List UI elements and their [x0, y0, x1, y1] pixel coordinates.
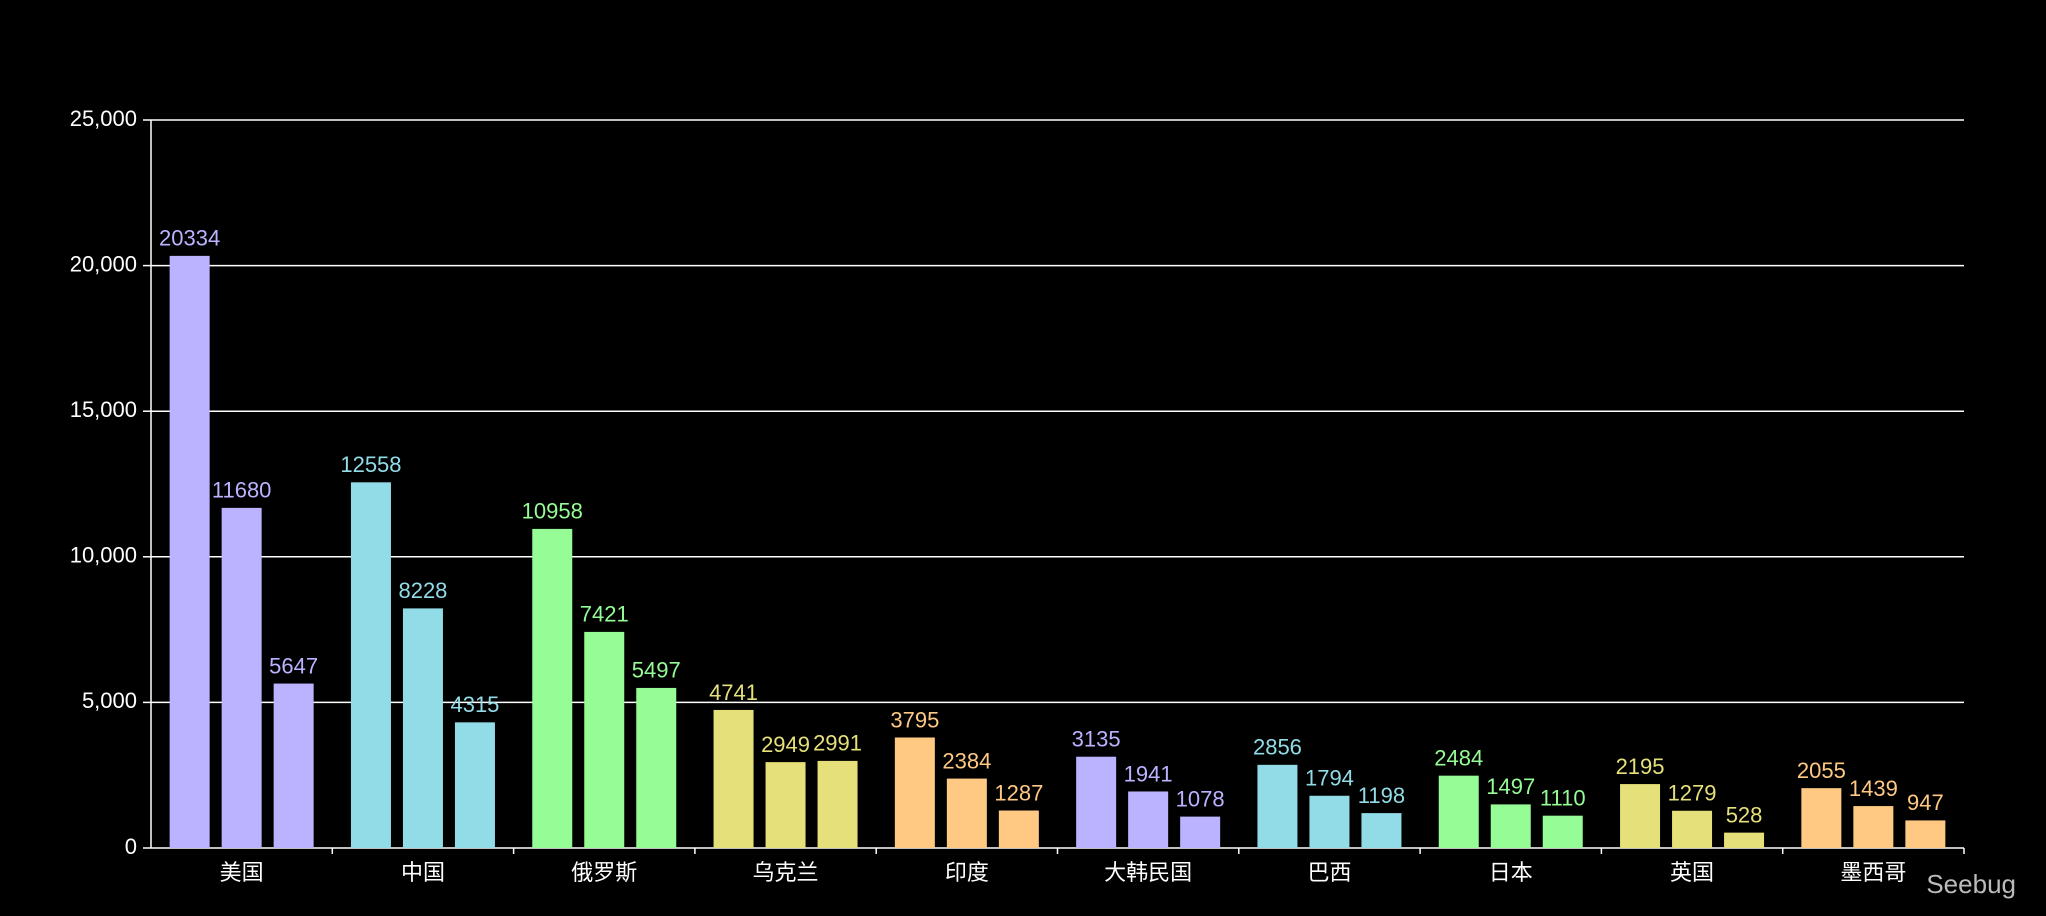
value-label: 11680	[212, 478, 272, 503]
y-tick-label: 10,000	[70, 543, 137, 568]
bar	[1905, 820, 1946, 848]
bar	[1438, 775, 1479, 848]
x-tick-label: 英国	[1670, 860, 1714, 885]
bar	[765, 762, 806, 848]
value-label: 1941	[1124, 761, 1173, 786]
bar	[998, 810, 1039, 848]
x-tick-label: 墨西哥	[1840, 860, 1906, 885]
bar	[1853, 806, 1894, 848]
value-label: 528	[1726, 802, 1763, 827]
x-tick-label: 乌克兰	[753, 860, 819, 885]
x-tick-label: 巴西	[1307, 860, 1351, 885]
bar	[532, 528, 573, 848]
bar	[1672, 810, 1713, 848]
value-label: 1279	[1668, 781, 1717, 806]
watermark: Seebug	[1926, 869, 2016, 899]
value-label: 1794	[1305, 766, 1354, 791]
bar	[273, 683, 314, 848]
value-label: 2484	[1434, 745, 1483, 770]
bar	[894, 737, 935, 848]
value-label: 2055	[1797, 758, 1846, 783]
bar	[1180, 816, 1221, 848]
bar	[221, 507, 262, 848]
bar	[1620, 784, 1661, 848]
value-label: 2195	[1616, 754, 1665, 779]
y-tick-label: 5,000	[82, 688, 137, 713]
value-label: 2856	[1253, 735, 1302, 760]
bar	[1542, 815, 1583, 848]
value-label: 1110	[1540, 785, 1586, 810]
value-label: 1439	[1849, 776, 1898, 801]
bar	[636, 687, 677, 848]
value-label: 5647	[269, 653, 318, 678]
value-label: 7421	[580, 602, 629, 627]
value-label: 4315	[450, 692, 499, 717]
y-tick-label: 25,000	[70, 106, 137, 131]
y-tick-label: 15,000	[70, 397, 137, 422]
value-label: 1497	[1486, 774, 1535, 799]
value-label: 2384	[942, 748, 991, 773]
x-tick-label: 印度	[945, 860, 989, 885]
bar	[817, 760, 858, 848]
bar	[1309, 795, 1350, 848]
value-label: 2991	[813, 731, 862, 756]
bar	[946, 778, 987, 848]
value-label: 3795	[890, 707, 939, 732]
value-label: 3135	[1072, 727, 1121, 752]
bar	[1490, 804, 1531, 848]
value-label: 4741	[709, 680, 758, 705]
bar	[454, 722, 495, 848]
value-label: 8228	[398, 578, 447, 603]
bar	[1361, 813, 1402, 848]
bar	[1128, 791, 1169, 848]
value-label: 947	[1907, 790, 1944, 815]
bar	[1801, 788, 1842, 848]
value-label: 5497	[632, 658, 681, 683]
bar	[402, 608, 443, 848]
value-label: 1078	[1176, 786, 1225, 811]
x-tick-label: 大韩民国	[1104, 860, 1192, 885]
value-label: 1287	[994, 780, 1043, 805]
value-label: 10958	[522, 499, 583, 524]
bar	[1724, 832, 1765, 848]
x-tick-label: 中国	[401, 860, 445, 885]
bar	[169, 255, 210, 849]
y-tick-label: 20,000	[70, 251, 137, 276]
bar	[350, 482, 391, 848]
value-label: 12558	[340, 452, 401, 477]
value-label: 1198	[1358, 783, 1405, 808]
bar	[584, 631, 625, 848]
x-tick-label: 日本	[1489, 860, 1533, 885]
value-label: 2949	[761, 732, 810, 757]
x-tick-label: 美国	[220, 860, 264, 885]
bar	[713, 709, 754, 848]
value-label: 20334	[159, 226, 220, 251]
bar	[1257, 764, 1298, 848]
y-tick-label: 0	[125, 834, 137, 859]
bar	[1076, 756, 1117, 848]
x-tick-label: 俄罗斯	[571, 860, 637, 885]
